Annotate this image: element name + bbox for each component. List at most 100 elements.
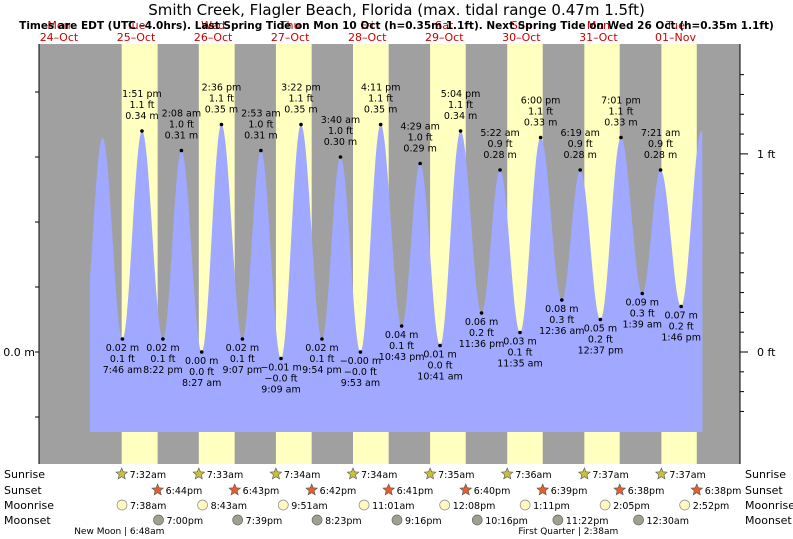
sunrise-time: 7:36am (515, 470, 551, 481)
tide-low-m: 0.00 m (185, 356, 218, 367)
tide-high-m: 0.30 m (324, 137, 357, 148)
tide-high-time: 4:11 pm (361, 83, 401, 94)
day-header-dow: Wed (201, 19, 225, 32)
sunrise-time: 7:34am (284, 470, 320, 481)
tide-extreme-point (418, 161, 422, 166)
tide-low-time: 1:39 am (623, 320, 662, 331)
tide-high-m: 0.28 m (483, 150, 516, 161)
tide-high-m: 0.33 m (604, 118, 637, 129)
tide-high-time: 5:04 pm (441, 89, 481, 100)
sunrise-time: 7:32am (130, 470, 166, 481)
tide-low-m: 0.04 m (385, 330, 418, 341)
tide-low-ft: 0.3 ft (549, 315, 574, 326)
legend-left-moonset: Moonset (4, 514, 51, 527)
tide-low-m: 0.02 m (106, 343, 139, 354)
day-header-date: 01–Nov (655, 31, 696, 44)
tide-high-m: 0.35 m (205, 105, 238, 116)
tide-high-time: 3:22 pm (281, 83, 321, 94)
legend-left-moonrise: Moonrise (4, 499, 54, 512)
tide-low-time: 10:43 pm (379, 352, 425, 363)
tide-high-ft: 1.0 ft (408, 133, 433, 144)
tide-high-ft: 0.9 ft (648, 139, 673, 150)
sunset-icon (690, 483, 704, 496)
tide-low-ft: 0.2 ft (469, 328, 494, 339)
tide-high-m: 0.29 m (403, 144, 436, 155)
moonrise-time: 9:51am (291, 501, 327, 512)
tide-high-ft: 1.1 ft (528, 107, 553, 118)
tide-low-ft: 0.1 ft (389, 341, 414, 352)
tide-extreme-point (399, 324, 404, 328)
tide-extreme-point (161, 337, 165, 341)
sunset-time: 6:38pm (628, 486, 665, 497)
tide-low-ft: 0.1 ft (230, 354, 255, 365)
tide-low-ft: 0.1 ft (110, 354, 135, 365)
tide-low-time: 11:36 pm (459, 339, 505, 350)
legend-left-sunset: Sunset (4, 484, 42, 497)
tide-high-time: 7:21 am (641, 128, 680, 139)
tide-low-m: 0.08 m (545, 304, 578, 315)
legend-right-moonrise: Moonrise (745, 499, 793, 512)
tide-extreme-point (518, 330, 522, 335)
tide-extreme-point (658, 168, 663, 172)
tide-extreme-point (479, 311, 484, 315)
sunset-icon (459, 483, 473, 496)
moonset-time: 8:23pm (325, 516, 362, 527)
tide-low-time: 7:46 am (103, 365, 142, 376)
moonset-icon (471, 514, 483, 526)
tide-high-ft: 1.0 ft (169, 120, 194, 131)
tide-high-m: 0.34 m (125, 111, 158, 122)
tide-high-time: 1:51 pm (122, 89, 162, 100)
sunrise-icon (500, 467, 514, 480)
sunrise-icon (423, 467, 437, 480)
tide-high-m: 0.33 m (524, 118, 557, 129)
tide-low-m: 0.02 m (146, 343, 179, 354)
sunrise-icon (654, 467, 668, 480)
tide-extreme-point (560, 298, 564, 302)
tide-low-m: 0.05 m (584, 324, 617, 335)
tide-curve (89, 124, 703, 432)
sunset-time: 6:39pm (551, 486, 588, 497)
tide-high-time: 6:19 am (560, 128, 599, 139)
day-header-dow: Sun (511, 19, 532, 32)
tide-high-time: 6:00 pm (521, 96, 561, 107)
moonrise-time: 11:01am (372, 501, 414, 512)
tide-high-ft: 1.0 ft (328, 126, 353, 137)
day-header-date: 27–Oct (271, 31, 310, 44)
day-header-date: 25–Oct (117, 31, 156, 44)
tide-low-ft: −0.0 ft (344, 367, 377, 378)
tide-high-m: 0.34 m (444, 111, 477, 122)
tide-extreme-point (338, 155, 343, 159)
tide-high-ft: 0.9 ft (488, 139, 513, 150)
tide-extreme-point (140, 129, 144, 133)
sunset-icon (228, 483, 242, 496)
chart-title: Smith Creek, Flagler Beach, Florida (max… (148, 1, 645, 19)
day-header-dow: Tue (665, 19, 685, 32)
tide-high-time: 7:01 pm (601, 96, 641, 107)
tide-extreme-point (358, 350, 363, 354)
tide-extreme-point (279, 356, 283, 361)
tide-low-m: 0.09 m (626, 298, 659, 309)
tide-high-time: 4:29 am (400, 122, 439, 133)
tide-extreme-point (378, 122, 383, 127)
tide-low-ft: 0.0 ft (428, 361, 453, 372)
day-header-date: 30–Oct (502, 31, 541, 44)
tide-extreme-point (199, 350, 204, 354)
day-header-date: 28–Oct (348, 31, 387, 44)
day-header-date: 24–Oct (40, 31, 79, 44)
moonrise-icon (116, 499, 128, 511)
tide-extreme-point (458, 129, 463, 133)
sunrise-time: 7:37am (592, 470, 628, 481)
legend-right-sunset: Sunset (745, 484, 783, 497)
moonset-time: 11:22pm (566, 516, 609, 527)
sunset-time: 6:40pm (474, 486, 511, 497)
tide-high-m: 0.28 m (563, 150, 596, 161)
day-header-dow: Mon (47, 19, 70, 32)
day-header-dow: Tue (126, 19, 146, 32)
tide-low-time: 9:53 am (341, 378, 380, 389)
sunset-time: 6:42pm (320, 486, 357, 497)
moonrise-icon (277, 499, 289, 511)
day-header-dow: Thu (279, 19, 301, 32)
tide-extreme-point (259, 148, 263, 153)
moonrise-icon (439, 499, 451, 511)
